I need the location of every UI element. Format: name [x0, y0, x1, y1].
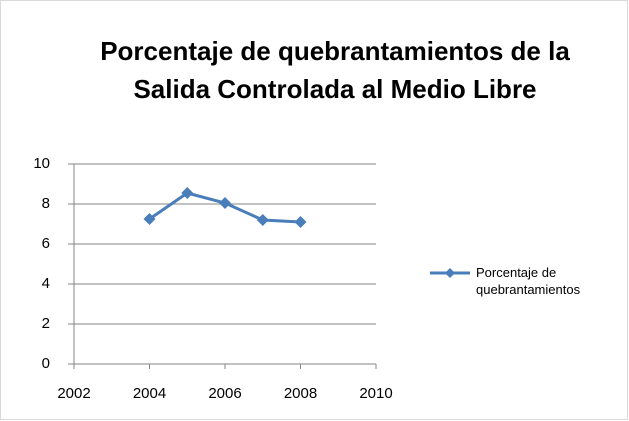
y-tick-label: 2	[42, 315, 50, 332]
legend-label: Porcentaje de quebrantamientos	[476, 265, 581, 297]
x-tick-label: 2004	[133, 385, 166, 402]
chart-title: Porcentaje de quebrantamientos de la Sal…	[100, 36, 570, 104]
y-tick-label: 8	[42, 195, 50, 212]
data-point	[294, 216, 307, 228]
y-tick-label: 10	[33, 155, 50, 172]
x-tick-label: 2010	[359, 385, 392, 402]
data-point	[143, 213, 156, 225]
y-tick-label: 6	[42, 235, 50, 252]
data-point	[219, 197, 231, 209]
data-point	[181, 187, 194, 199]
y-tick-label: 0	[42, 355, 50, 372]
legend-marker	[445, 268, 455, 278]
x-tick-label: 2008	[284, 385, 317, 402]
x-tick-label: 2006	[208, 385, 241, 402]
x-tick-label: 2002	[57, 385, 90, 402]
data-point	[256, 214, 269, 226]
y-tick-label: 4	[42, 275, 50, 292]
